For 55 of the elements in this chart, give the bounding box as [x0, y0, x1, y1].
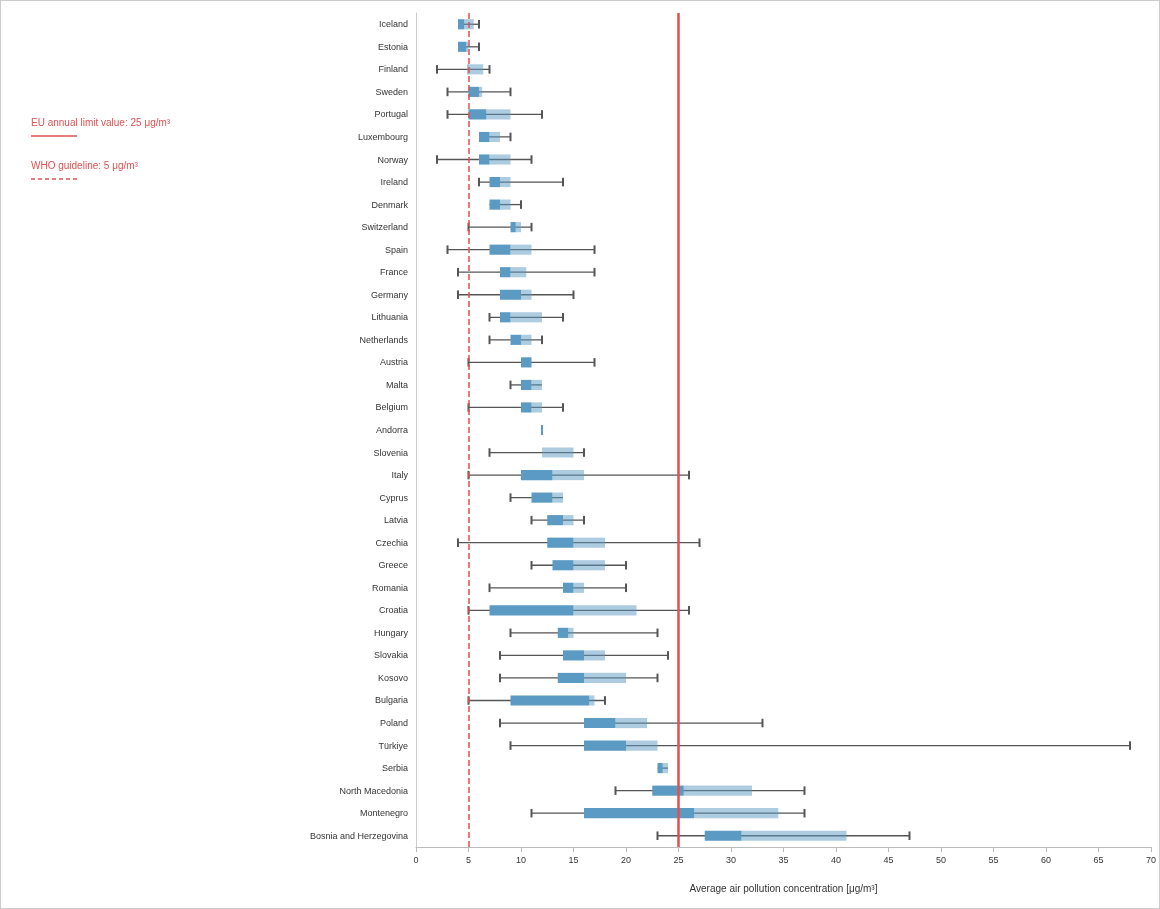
y-tick-label: Latvia [383, 515, 408, 526]
ref-line-label: WHO guideline: 5 μg/m³ [31, 160, 139, 171]
x-tick-label: 10 [515, 854, 527, 865]
y-tick-label: Germany [370, 289, 409, 300]
y-tick-label: Cyprus [379, 492, 409, 503]
y-tick-label: Iceland [378, 19, 408, 30]
y-tick-label: Belgium [375, 402, 408, 413]
y-tick-label: Andorra [375, 425, 408, 435]
y-tick-label: Poland [379, 718, 408, 729]
y-tick-label: Spain [384, 244, 408, 255]
y-tick-label: Greece [378, 560, 408, 571]
x-tick-label: 65 [1093, 854, 1104, 865]
x-tick-label: 50 [935, 854, 946, 865]
x-tick-label: 25 [673, 854, 684, 865]
x-tick-label: 30 [725, 854, 737, 865]
x-tick-label: 0 [413, 854, 419, 865]
y-tick-label: France [379, 267, 408, 278]
x-tick-label: 70 [1145, 854, 1156, 865]
y-tick-label: Hungary [373, 627, 409, 638]
y-tick-label: Denmark [371, 199, 409, 210]
y-tick-label: Slovenia [373, 447, 408, 458]
y-tick-label: Türkiye [378, 740, 408, 751]
y-tick-label: Portugal [374, 109, 408, 120]
y-tick-label: Romania [371, 582, 408, 593]
y-tick-label: Serbia [381, 763, 408, 774]
y-tick-label: Netherlands [359, 334, 409, 345]
x-tick-label: 35 [778, 854, 789, 865]
y-tick-label: Czechia [375, 537, 408, 548]
ref-line-label: EU annual limit value: 25 μg/m³ [31, 117, 171, 128]
y-tick-label: Luxembourg [357, 131, 408, 142]
x-tick-label: 15 [568, 854, 579, 865]
x-tick-label: 55 [988, 854, 999, 865]
x-tick-label: 5 [465, 854, 472, 865]
x-tick-label: 60 [1040, 854, 1051, 865]
x-tick-label: 20 [620, 854, 632, 865]
x-axis-title: Average air pollution concentration [μg/m³] [689, 882, 878, 894]
x-tick-label: 40 [830, 854, 841, 865]
y-tick-label: Ireland [380, 177, 408, 188]
y-tick-label: Malta [385, 379, 408, 390]
y-tick-label: Bulgaria [374, 695, 408, 706]
y-tick-label: Lithuania [371, 312, 408, 323]
y-tick-label: Estonia [377, 41, 408, 52]
y-tick-label: North Macedonia [339, 785, 408, 796]
y-tick-label: Switzerland [361, 222, 408, 233]
y-tick-label: Finland [378, 64, 408, 75]
y-tick-label: Sweden [375, 86, 408, 97]
y-tick-label: Bosnia and Herzegovina [309, 830, 408, 841]
y-tick-label: Austria [379, 357, 408, 368]
y-tick-label: Norway [377, 154, 409, 165]
x-tick-label: 45 [883, 854, 894, 865]
y-tick-label: Croatia [378, 605, 408, 616]
y-tick-label: Montenegro [359, 808, 408, 819]
y-tick-label: Kosovo [377, 672, 408, 683]
y-tick-label: Italy [391, 470, 409, 481]
y-tick-label: Slovakia [373, 650, 408, 661]
